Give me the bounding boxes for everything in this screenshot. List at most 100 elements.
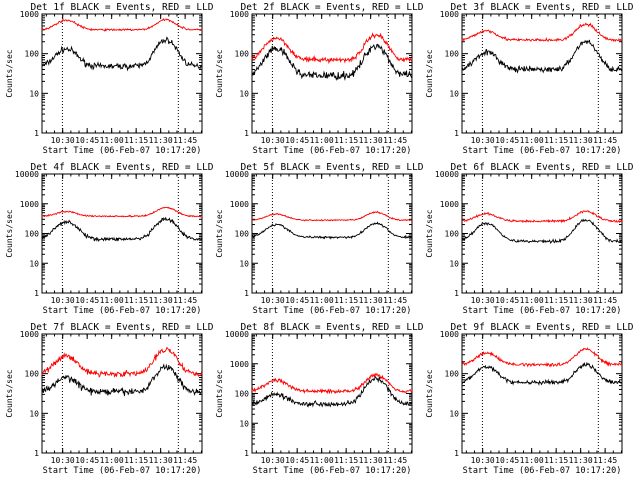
y-tick-label: 1 — [454, 289, 459, 298]
x-tick-label: 11:00 — [100, 136, 124, 145]
y-tick-label: 100 — [235, 230, 250, 239]
x-tick-label: 11:15 — [544, 456, 568, 465]
x-tick-label: 11:30 — [569, 296, 593, 305]
x-tick-label: 10:45 — [495, 136, 519, 145]
lld-series-line — [251, 372, 413, 395]
x-tick-label: 10:30 — [471, 296, 495, 305]
y-tick-label: 1000 — [230, 10, 249, 19]
x-tick-label: 11:45 — [593, 456, 617, 465]
y-axis-label: Counts/sec — [425, 209, 434, 257]
x-axis-label: Start Time (06-Feb-07 10:17:20) — [463, 306, 622, 316]
x-tick-label: 11:45 — [593, 136, 617, 145]
y-tick-label: 100 — [235, 50, 250, 59]
y-tick-label: 10 — [239, 89, 249, 98]
x-tick-label: 11:15 — [124, 136, 148, 145]
x-tick-label: 11:00 — [520, 456, 544, 465]
y-tick-label: 1 — [244, 449, 249, 458]
x-tick-label: 10:45 — [75, 296, 99, 305]
x-tick-label: 10:45 — [285, 456, 309, 465]
y-tick-label: 1000 — [230, 200, 249, 209]
panel-det-9f: Det 9f BLACK = Events, RED = LLD 1 10 100 10… — [425, 322, 634, 476]
x-tick-label: 10:30 — [261, 296, 285, 305]
y-tick-label: 10000 — [225, 330, 249, 339]
y-tick-label: 100 — [445, 50, 460, 59]
x-tick-label: 11:45 — [383, 296, 407, 305]
x-tick-label: 11:45 — [593, 296, 617, 305]
y-tick-label: 1000 — [230, 360, 249, 369]
x-tick-label: 11:45 — [173, 136, 197, 145]
x-tick-label: 11:00 — [520, 296, 544, 305]
panel-det-6f: Det 6f BLACK = Events, RED = LLD 1 10 100 10… — [425, 162, 634, 316]
x-tick-label: 11:30 — [569, 136, 593, 145]
x-tick-label: 11:30 — [149, 136, 173, 145]
y-tick-label: 1 — [34, 289, 39, 298]
panel-det-8f: Det 8f BLACK = Events, RED = LLD 1 10 100 10… — [215, 322, 424, 476]
plot-frame — [461, 13, 623, 134]
y-axis-label: Counts/sec — [5, 49, 14, 97]
y-tick-label: 1 — [454, 129, 459, 138]
x-axis-label: Start Time (06-Feb-07 10:17:20) — [253, 466, 412, 476]
y-tick-label: 10000 — [435, 170, 459, 179]
y-axis-label: Counts/sec — [215, 49, 224, 97]
x-tick-label: 11:30 — [149, 296, 173, 305]
events-series-line — [461, 361, 623, 387]
x-tick-label: 11:15 — [544, 296, 568, 305]
events-series-line — [251, 221, 413, 240]
x-tick-label: 10:45 — [495, 456, 519, 465]
events-series-line — [251, 43, 413, 82]
y-tick-label: 1000 — [440, 10, 459, 19]
x-tick-label: 11:30 — [569, 456, 593, 465]
y-tick-label: 10 — [29, 259, 39, 268]
x-tick-label: 10:45 — [285, 136, 309, 145]
x-tick-label: 11:45 — [383, 136, 407, 145]
panel-title: Det 7f BLACK = Events, RED = LLD — [30, 322, 213, 333]
x-tick-label: 10:30 — [471, 456, 495, 465]
lld-series-line — [461, 210, 623, 224]
events-series-line — [41, 216, 203, 242]
plot-frame — [41, 13, 203, 134]
y-tick-label: 1 — [454, 449, 459, 458]
plot-frame — [41, 173, 203, 294]
y-tick-label: 10000 — [225, 170, 249, 179]
y-axis-label: Counts/sec — [425, 49, 434, 97]
lld-series-line — [461, 347, 623, 368]
x-tick-label: 11:00 — [310, 296, 334, 305]
lld-series-line — [251, 32, 413, 65]
y-tick-label: 10 — [29, 409, 39, 418]
y-tick-label: 10 — [449, 259, 459, 268]
x-tick-label: 11:15 — [544, 136, 568, 145]
y-tick-label: 1 — [244, 129, 249, 138]
x-tick-label: 10:30 — [471, 136, 495, 145]
panel-det-1f: Det 1f BLACK = Events, RED = LLD 1 10 100 10… — [5, 2, 214, 156]
y-tick-label: 10 — [449, 409, 459, 418]
x-tick-label: 11:15 — [334, 296, 358, 305]
plot-frame — [461, 333, 623, 454]
events-series-line — [461, 218, 623, 245]
x-tick-label: 10:45 — [75, 456, 99, 465]
y-tick-label: 100 — [25, 370, 40, 379]
x-axis-label: Start Time (06-Feb-07 10:17:20) — [253, 306, 412, 316]
x-tick-label: 11:00 — [520, 136, 544, 145]
x-tick-label: 11:45 — [383, 456, 407, 465]
panel-det-4f: Det 4f BLACK = Events, RED = LLD 1 10 100 10… — [5, 162, 214, 316]
panel-det-7f: Det 7f BLACK = Events, RED = LLD 1 10 100 10… — [5, 322, 214, 476]
plot-frame — [41, 333, 203, 454]
x-axis-label: Start Time (06-Feb-07 10:17:20) — [463, 466, 622, 476]
panel-title: Det 9f BLACK = Events, RED = LLD — [450, 322, 633, 333]
events-series-line — [251, 375, 413, 408]
y-tick-label: 10000 — [15, 170, 39, 179]
x-tick-label: 10:45 — [495, 296, 519, 305]
panel-det-5f: Det 5f BLACK = Events, RED = LLD 1 10 100 10… — [215, 162, 424, 316]
panel-title: Det 5f BLACK = Events, RED = LLD — [240, 162, 423, 173]
x-tick-label: 11:15 — [334, 136, 358, 145]
x-tick-label: 11:30 — [359, 136, 383, 145]
y-tick-label: 10 — [29, 89, 39, 98]
x-tick-label: 11:00 — [100, 296, 124, 305]
x-tick-label: 11:15 — [124, 296, 148, 305]
x-tick-label: 11:45 — [173, 296, 197, 305]
x-tick-label: 11:45 — [173, 456, 197, 465]
x-tick-label: 11:15 — [334, 456, 358, 465]
y-tick-label: 1000 — [440, 200, 459, 209]
x-axis-label: Start Time (06-Feb-07 10:17:20) — [43, 306, 202, 316]
